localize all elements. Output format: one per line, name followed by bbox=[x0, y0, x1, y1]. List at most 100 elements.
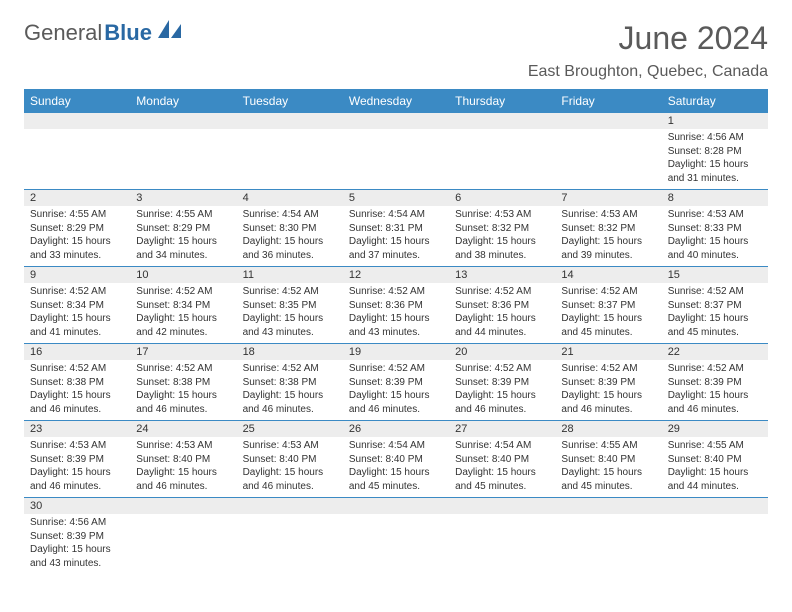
daylight-text: Daylight: 15 hours and 46 minutes. bbox=[455, 389, 549, 416]
day-cell: Sunrise: 4:52 AMSunset: 8:38 PMDaylight:… bbox=[237, 360, 343, 421]
day-number: 12 bbox=[343, 267, 449, 284]
daylight-text: Daylight: 15 hours and 46 minutes. bbox=[349, 389, 443, 416]
daylight-text: Daylight: 15 hours and 46 minutes. bbox=[136, 389, 230, 416]
day-number: 10 bbox=[130, 267, 236, 284]
day-number: 1 bbox=[662, 113, 768, 129]
day-number: 3 bbox=[130, 190, 236, 207]
day-number bbox=[555, 498, 661, 515]
daylight-text: Daylight: 15 hours and 41 minutes. bbox=[30, 312, 124, 339]
daylight-text: Daylight: 15 hours and 36 minutes. bbox=[243, 235, 337, 262]
day-number: 30 bbox=[24, 498, 130, 515]
sunset-text: Sunset: 8:40 PM bbox=[668, 453, 762, 467]
daylight-text: Daylight: 15 hours and 31 minutes. bbox=[668, 158, 762, 185]
week-1-numbers: 2345678 bbox=[24, 190, 768, 207]
sunrise-text: Sunrise: 4:55 AM bbox=[30, 208, 124, 222]
sunrise-text: Sunrise: 4:54 AM bbox=[349, 208, 443, 222]
daylight-text: Daylight: 15 hours and 45 minutes. bbox=[561, 466, 655, 493]
day-cell bbox=[555, 514, 661, 574]
sunrise-text: Sunrise: 4:52 AM bbox=[349, 362, 443, 376]
sunrise-text: Sunrise: 4:53 AM bbox=[561, 208, 655, 222]
day-cell: Sunrise: 4:52 AMSunset: 8:39 PMDaylight:… bbox=[555, 360, 661, 421]
day-cell: Sunrise: 4:54 AMSunset: 8:30 PMDaylight:… bbox=[237, 206, 343, 267]
sunset-text: Sunset: 8:33 PM bbox=[668, 222, 762, 236]
day-number: 27 bbox=[449, 421, 555, 438]
day-header-thursday: Thursday bbox=[449, 89, 555, 113]
day-number: 17 bbox=[130, 344, 236, 361]
day-cell bbox=[130, 129, 236, 190]
week-5-content: Sunrise: 4:56 AMSunset: 8:39 PMDaylight:… bbox=[24, 514, 768, 574]
page-title: June 2024 bbox=[528, 20, 768, 57]
day-number bbox=[662, 498, 768, 515]
sunrise-text: Sunrise: 4:52 AM bbox=[243, 285, 337, 299]
daylight-text: Daylight: 15 hours and 43 minutes. bbox=[243, 312, 337, 339]
title-block: June 2024 East Broughton, Quebec, Canada bbox=[528, 20, 768, 81]
day-number: 23 bbox=[24, 421, 130, 438]
day-cell: Sunrise: 4:52 AMSunset: 8:38 PMDaylight:… bbox=[130, 360, 236, 421]
daylight-text: Daylight: 15 hours and 42 minutes. bbox=[136, 312, 230, 339]
sunrise-text: Sunrise: 4:53 AM bbox=[455, 208, 549, 222]
sunset-text: Sunset: 8:39 PM bbox=[349, 376, 443, 390]
sunrise-text: Sunrise: 4:52 AM bbox=[243, 362, 337, 376]
sunset-text: Sunset: 8:40 PM bbox=[561, 453, 655, 467]
sail-icon bbox=[158, 20, 184, 46]
sunset-text: Sunset: 8:35 PM bbox=[243, 299, 337, 313]
day-number bbox=[237, 498, 343, 515]
day-cell: Sunrise: 4:55 AMSunset: 8:29 PMDaylight:… bbox=[24, 206, 130, 267]
sunset-text: Sunset: 8:32 PM bbox=[455, 222, 549, 236]
sunset-text: Sunset: 8:40 PM bbox=[136, 453, 230, 467]
day-number: 7 bbox=[555, 190, 661, 207]
sunset-text: Sunset: 8:40 PM bbox=[455, 453, 549, 467]
day-cell bbox=[237, 514, 343, 574]
day-number bbox=[237, 113, 343, 129]
day-cell: Sunrise: 4:56 AMSunset: 8:39 PMDaylight:… bbox=[24, 514, 130, 574]
day-cell: Sunrise: 4:52 AMSunset: 8:37 PMDaylight:… bbox=[555, 283, 661, 344]
daylight-text: Daylight: 15 hours and 44 minutes. bbox=[668, 466, 762, 493]
sunset-text: Sunset: 8:32 PM bbox=[561, 222, 655, 236]
daylight-text: Daylight: 15 hours and 45 minutes. bbox=[455, 466, 549, 493]
daylight-text: Daylight: 15 hours and 40 minutes. bbox=[668, 235, 762, 262]
sunset-text: Sunset: 8:30 PM bbox=[243, 222, 337, 236]
sunset-text: Sunset: 8:38 PM bbox=[136, 376, 230, 390]
sunrise-text: Sunrise: 4:52 AM bbox=[455, 285, 549, 299]
sunrise-text: Sunrise: 4:52 AM bbox=[455, 362, 549, 376]
day-cell: Sunrise: 4:55 AMSunset: 8:40 PMDaylight:… bbox=[555, 437, 661, 498]
sunrise-text: Sunrise: 4:53 AM bbox=[668, 208, 762, 222]
week-2-content: Sunrise: 4:52 AMSunset: 8:34 PMDaylight:… bbox=[24, 283, 768, 344]
day-number: 16 bbox=[24, 344, 130, 361]
daylight-text: Daylight: 15 hours and 44 minutes. bbox=[455, 312, 549, 339]
day-number bbox=[343, 498, 449, 515]
daylight-text: Daylight: 15 hours and 46 minutes. bbox=[243, 389, 337, 416]
day-cell bbox=[24, 129, 130, 190]
day-number: 25 bbox=[237, 421, 343, 438]
day-number: 21 bbox=[555, 344, 661, 361]
day-cell: Sunrise: 4:56 AMSunset: 8:28 PMDaylight:… bbox=[662, 129, 768, 190]
sunrise-text: Sunrise: 4:52 AM bbox=[136, 285, 230, 299]
header: GeneralBlue June 2024 East Broughton, Qu… bbox=[24, 20, 768, 81]
day-cell: Sunrise: 4:52 AMSunset: 8:34 PMDaylight:… bbox=[130, 283, 236, 344]
daylight-text: Daylight: 15 hours and 39 minutes. bbox=[561, 235, 655, 262]
day-header-row: SundayMondayTuesdayWednesdayThursdayFrid… bbox=[24, 89, 768, 113]
day-cell: Sunrise: 4:53 AMSunset: 8:33 PMDaylight:… bbox=[662, 206, 768, 267]
sunset-text: Sunset: 8:39 PM bbox=[30, 530, 124, 544]
day-header-friday: Friday bbox=[555, 89, 661, 113]
day-number: 24 bbox=[130, 421, 236, 438]
day-number: 18 bbox=[237, 344, 343, 361]
sunrise-text: Sunrise: 4:52 AM bbox=[561, 285, 655, 299]
sunrise-text: Sunrise: 4:53 AM bbox=[243, 439, 337, 453]
day-cell: Sunrise: 4:52 AMSunset: 8:38 PMDaylight:… bbox=[24, 360, 130, 421]
day-cell: Sunrise: 4:52 AMSunset: 8:35 PMDaylight:… bbox=[237, 283, 343, 344]
day-number bbox=[130, 113, 236, 129]
sunset-text: Sunset: 8:29 PM bbox=[30, 222, 124, 236]
sunrise-text: Sunrise: 4:55 AM bbox=[561, 439, 655, 453]
sunset-text: Sunset: 8:37 PM bbox=[668, 299, 762, 313]
sunset-text: Sunset: 8:38 PM bbox=[30, 376, 124, 390]
daylight-text: Daylight: 15 hours and 37 minutes. bbox=[349, 235, 443, 262]
week-3-content: Sunrise: 4:52 AMSunset: 8:38 PMDaylight:… bbox=[24, 360, 768, 421]
day-cell: Sunrise: 4:54 AMSunset: 8:40 PMDaylight:… bbox=[343, 437, 449, 498]
sunset-text: Sunset: 8:29 PM bbox=[136, 222, 230, 236]
sunrise-text: Sunrise: 4:52 AM bbox=[30, 285, 124, 299]
daylight-text: Daylight: 15 hours and 33 minutes. bbox=[30, 235, 124, 262]
daylight-text: Daylight: 15 hours and 46 minutes. bbox=[561, 389, 655, 416]
sunrise-text: Sunrise: 4:54 AM bbox=[455, 439, 549, 453]
week-4-content: Sunrise: 4:53 AMSunset: 8:39 PMDaylight:… bbox=[24, 437, 768, 498]
